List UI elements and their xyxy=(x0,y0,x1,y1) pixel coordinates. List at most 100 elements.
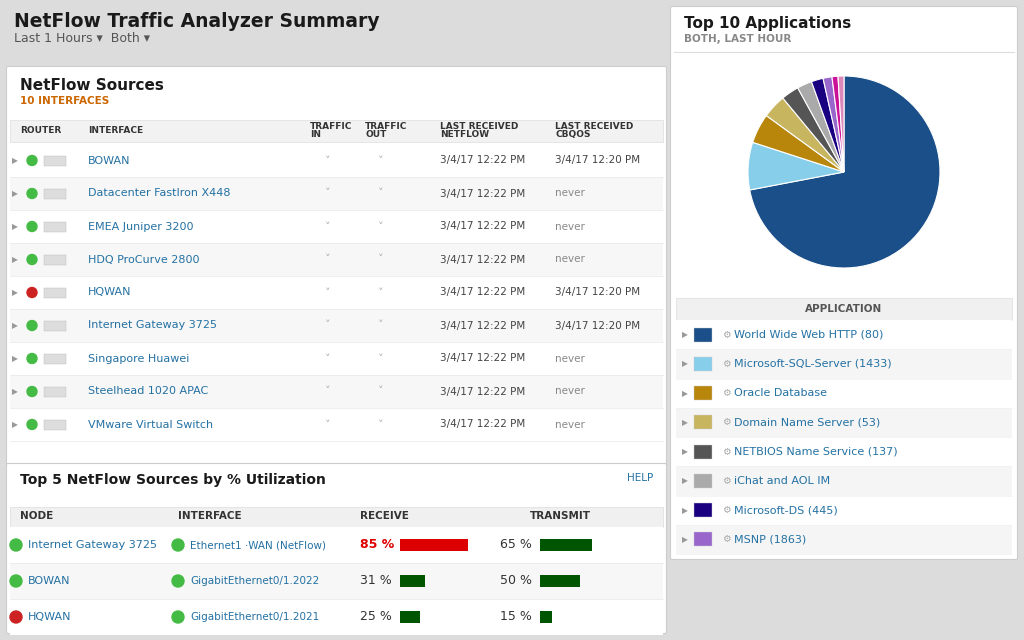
FancyBboxPatch shape xyxy=(6,67,667,559)
Bar xyxy=(44,156,66,166)
Text: ▶: ▶ xyxy=(12,156,17,165)
Wedge shape xyxy=(748,142,844,190)
Text: MSNP (1863): MSNP (1863) xyxy=(734,534,806,545)
Bar xyxy=(400,611,420,623)
Text: IN: IN xyxy=(310,130,321,139)
Text: TRANSMIT: TRANSMIT xyxy=(530,511,591,521)
Text: ˅: ˅ xyxy=(325,387,331,397)
Bar xyxy=(694,445,712,459)
Circle shape xyxy=(27,419,37,429)
Text: Steelhead 1020 APAC: Steelhead 1020 APAC xyxy=(88,387,208,397)
Wedge shape xyxy=(811,78,844,172)
Text: ˅: ˅ xyxy=(378,189,384,198)
Text: ˅: ˅ xyxy=(325,255,331,264)
Text: ▶: ▶ xyxy=(12,354,17,363)
Text: 3/4/17 12:22 PM: 3/4/17 12:22 PM xyxy=(440,156,525,166)
Text: ˅: ˅ xyxy=(378,387,384,397)
Text: BOWAN: BOWAN xyxy=(88,156,130,166)
Text: HQWAN: HQWAN xyxy=(28,612,72,622)
Bar xyxy=(44,255,66,264)
Circle shape xyxy=(172,539,184,551)
Text: ˅: ˅ xyxy=(325,321,331,330)
Text: ::::: :::: xyxy=(330,548,342,558)
Text: NetFlow Sources: NetFlow Sources xyxy=(20,78,164,93)
Bar xyxy=(10,342,663,375)
Bar xyxy=(44,353,66,364)
Wedge shape xyxy=(750,76,940,268)
Bar xyxy=(694,415,712,429)
Circle shape xyxy=(27,287,37,298)
Text: Oracle Database: Oracle Database xyxy=(734,388,827,398)
Text: ▶: ▶ xyxy=(12,387,17,396)
Text: 3/4/17 12:22 PM: 3/4/17 12:22 PM xyxy=(440,353,525,364)
Circle shape xyxy=(172,611,184,623)
Text: Top 10 Applications: Top 10 Applications xyxy=(684,16,851,31)
Bar xyxy=(10,309,663,342)
Text: INTERFACE: INTERFACE xyxy=(178,511,242,521)
Text: ▶: ▶ xyxy=(682,506,688,515)
Text: iChat and AOL IM: iChat and AOL IM xyxy=(734,476,830,486)
Text: ▶: ▶ xyxy=(12,255,17,264)
Text: Ethernet1 ·WAN (NetFlow): Ethernet1 ·WAN (NetFlow) xyxy=(190,540,326,550)
Text: ▶: ▶ xyxy=(12,189,17,198)
Wedge shape xyxy=(782,88,844,172)
Text: ▶: ▶ xyxy=(682,447,688,456)
Circle shape xyxy=(27,387,37,397)
Circle shape xyxy=(10,611,22,623)
Bar xyxy=(10,177,663,210)
Bar xyxy=(540,575,580,587)
Text: ⚙: ⚙ xyxy=(722,359,731,369)
Text: ▶: ▶ xyxy=(12,222,17,231)
Bar xyxy=(676,495,1012,525)
Bar xyxy=(540,611,552,623)
Wedge shape xyxy=(766,98,844,172)
Text: TRAFFIC: TRAFFIC xyxy=(365,122,408,131)
Text: ˅: ˅ xyxy=(325,353,331,364)
Wedge shape xyxy=(753,116,844,172)
Bar xyxy=(676,408,1012,437)
Text: ˅: ˅ xyxy=(378,321,384,330)
Text: TRAFFIC: TRAFFIC xyxy=(310,122,352,131)
Bar xyxy=(694,532,712,547)
Bar xyxy=(10,375,663,408)
Bar xyxy=(10,563,663,599)
Text: never: never xyxy=(555,189,585,198)
Text: NETBIOS Name Service (137): NETBIOS Name Service (137) xyxy=(734,447,898,456)
Bar xyxy=(676,298,1012,320)
Text: ROUTER: ROUTER xyxy=(20,126,61,135)
Text: 15 %: 15 % xyxy=(500,611,531,623)
Text: ˅: ˅ xyxy=(378,156,384,166)
Wedge shape xyxy=(823,77,844,172)
Text: ▶: ▶ xyxy=(682,476,688,485)
Text: NetFlow Traffic Analyzer Summary: NetFlow Traffic Analyzer Summary xyxy=(14,12,380,31)
Text: ˅: ˅ xyxy=(378,221,384,232)
Text: ⚙: ⚙ xyxy=(722,534,731,545)
Text: ˅: ˅ xyxy=(325,287,331,298)
Text: never: never xyxy=(555,255,585,264)
Circle shape xyxy=(27,189,37,198)
Text: NODE: NODE xyxy=(20,511,53,521)
Bar xyxy=(694,328,712,342)
Text: EMEA Juniper 3200: EMEA Juniper 3200 xyxy=(88,221,194,232)
Text: ˅: ˅ xyxy=(378,419,384,429)
Text: 25 %: 25 % xyxy=(360,611,392,623)
Text: Microsoft-SQL-Server (1433): Microsoft-SQL-Server (1433) xyxy=(734,359,892,369)
Text: never: never xyxy=(555,353,585,364)
Text: 3/4/17 12:22 PM: 3/4/17 12:22 PM xyxy=(440,287,525,298)
Text: ▶: ▶ xyxy=(682,418,688,427)
Text: ˅: ˅ xyxy=(325,156,331,166)
Text: never: never xyxy=(555,419,585,429)
Text: 3/4/17 12:22 PM: 3/4/17 12:22 PM xyxy=(440,189,525,198)
Wedge shape xyxy=(798,82,844,172)
Circle shape xyxy=(27,353,37,364)
Text: NETFLOW: NETFLOW xyxy=(440,130,489,139)
Wedge shape xyxy=(838,76,844,172)
Text: ⚙: ⚙ xyxy=(722,330,731,340)
Text: 3/4/17 12:20 PM: 3/4/17 12:20 PM xyxy=(555,156,640,166)
Bar xyxy=(10,120,663,142)
Bar xyxy=(44,287,66,298)
Text: Last 1 Hours ▾  Both ▾: Last 1 Hours ▾ Both ▾ xyxy=(14,32,150,45)
Text: 3/4/17 12:20 PM: 3/4/17 12:20 PM xyxy=(555,287,640,298)
Bar xyxy=(10,599,663,635)
Bar xyxy=(540,539,592,551)
